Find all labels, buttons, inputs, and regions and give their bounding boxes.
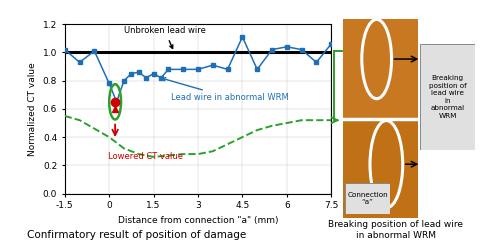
Y-axis label: Normalized CT value: Normalized CT value (28, 62, 37, 156)
Text: Lowered CT value: Lowered CT value (108, 152, 183, 161)
Text: Connection
“a”: Connection “a” (347, 192, 388, 205)
Bar (343, 119, 418, 218)
FancyBboxPatch shape (345, 183, 390, 214)
Bar (343, 19, 418, 119)
FancyBboxPatch shape (420, 44, 475, 150)
Text: Unbroken lead wire: Unbroken lead wire (124, 26, 206, 48)
Text: Breaking position of lead wire
in abnormal WRM: Breaking position of lead wire in abnorm… (328, 220, 464, 240)
Text: Confirmatory result of position of damage: Confirmatory result of position of damag… (27, 230, 246, 240)
Text: Lead wire in abnormal WRM: Lead wire in abnormal WRM (162, 78, 289, 102)
Text: Breaking
position of
lead wire
in
abnormal
WRM: Breaking position of lead wire in abnorm… (429, 75, 467, 119)
X-axis label: Distance from connection "a" (mm): Distance from connection "a" (mm) (118, 216, 278, 225)
